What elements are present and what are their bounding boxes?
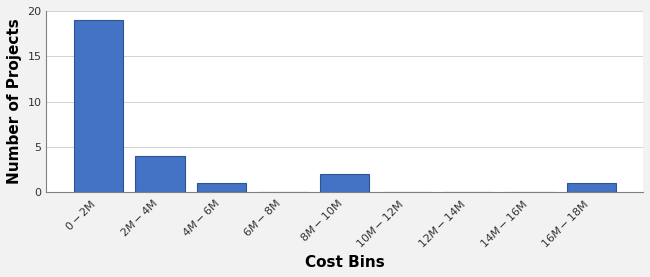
Bar [135,156,185,192]
Bar [197,183,246,192]
X-axis label: Cost Bins: Cost Bins [305,255,385,270]
Bar [73,20,123,192]
Bar [567,183,616,192]
Y-axis label: Number of Projects: Number of Projects [7,19,22,184]
Bar [320,174,369,192]
